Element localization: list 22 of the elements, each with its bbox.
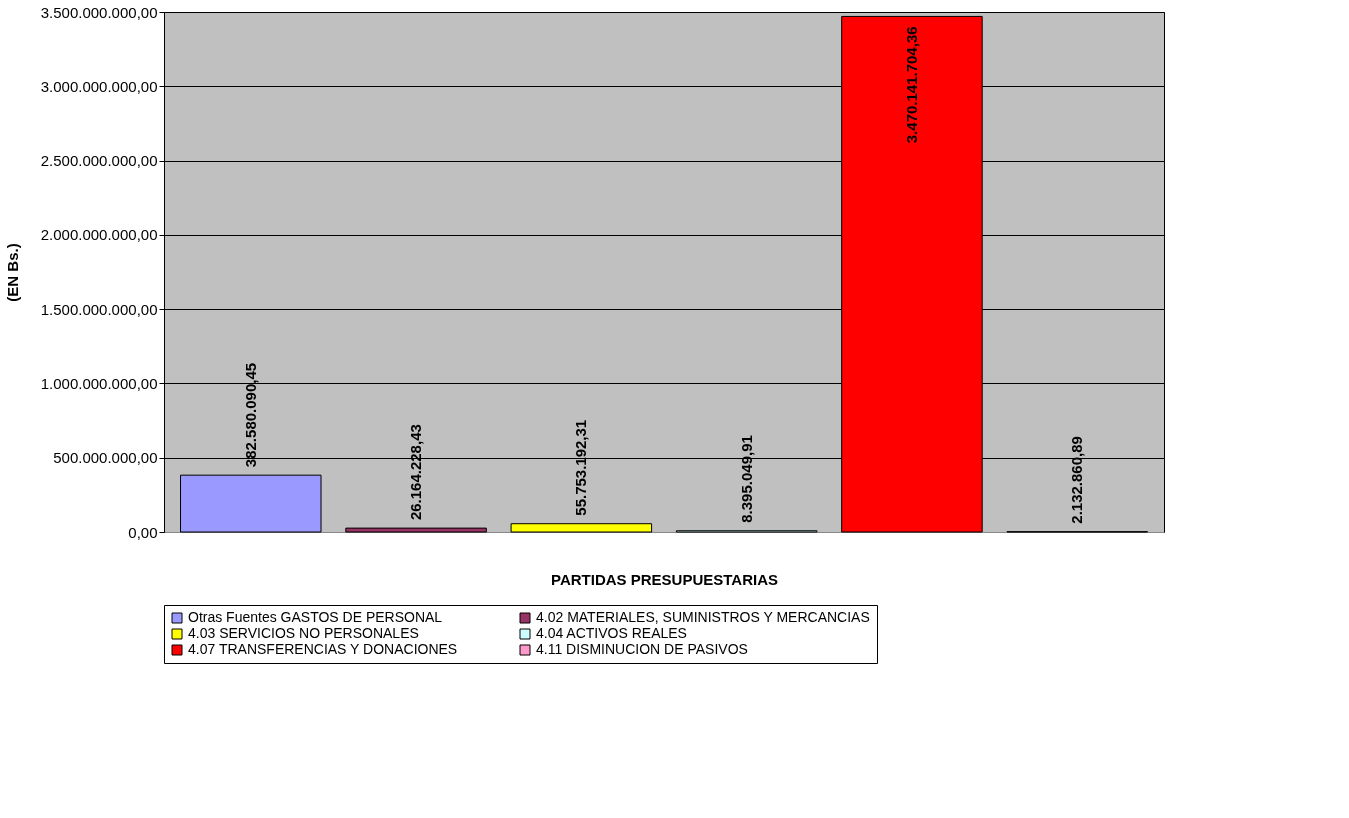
legend-label: 4.03 SERVICIOS NO PERSONALES: [188, 625, 419, 641]
data-label: 382.580.090,45: [241, 362, 259, 468]
legend-label: 4.04 ACTIVOS REALES: [536, 625, 687, 641]
data-label: 26.164.228,43: [407, 424, 425, 521]
legend-label: 4.02 MATERIALES, SUMINISTROS Y MERCANCIAS: [536, 609, 870, 625]
data-label: 8.395.049,91: [737, 435, 755, 523]
y-tick-label: 2.000.000.000,00: [40, 226, 158, 244]
x-axis-title: PARTIDAS PRESUPUESTARIAS: [551, 570, 778, 588]
y-tick-label: 1.000.000.000,00: [40, 374, 158, 392]
y-tick-label: 3.500.000.000,00: [40, 3, 158, 21]
data-label: 3.470.141.704,36: [902, 26, 920, 144]
data-label: 55.753.192,31: [572, 419, 590, 516]
y-axis-title: (EN Bs.): [3, 243, 21, 302]
y-tick-label: 1.500.000.000,00: [40, 300, 158, 318]
y-tick-label: 500.000.000,00: [53, 449, 158, 467]
legend-label: 4.07 TRANSFERENCIAS Y DONACIONES: [188, 641, 458, 657]
legend-label: Otras Fuentes GASTOS DE PERSONAL: [188, 609, 443, 625]
y-tick-label: 2.500.000.000,00: [40, 152, 158, 170]
legend-label: 4.11 DISMINUCION DE PASIVOS: [536, 641, 748, 657]
y-tick-label: 3.000.000.000,00: [40, 77, 158, 95]
y-tick-label: 0,00: [128, 523, 158, 541]
data-label: 2.132.860,89: [1068, 436, 1086, 524]
